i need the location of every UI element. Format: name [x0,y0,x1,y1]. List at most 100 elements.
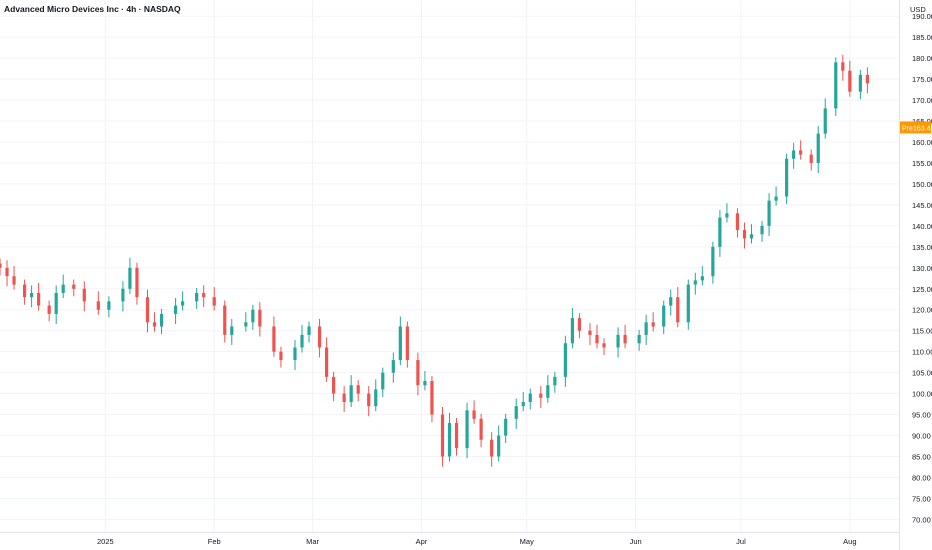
candle-body[interactable] [258,309,262,327]
candle-body[interactable] [159,313,164,327]
candle-body[interactable] [637,334,641,344]
candle-body[interactable] [82,288,86,302]
candle-body[interactable] [623,334,627,344]
candle-body[interactable] [430,381,434,415]
candle-body[interactable] [848,70,852,92]
candle-body[interactable] [834,62,838,109]
candle-body[interactable] [293,347,297,361]
candle-body[interactable] [356,385,360,394]
candle-body[interactable] [447,422,452,457]
candle-body[interactable] [693,280,697,285]
candle-body[interactable] [521,402,525,407]
candle-body[interactable] [816,133,820,163]
candle-body[interactable] [317,326,322,348]
candle-body[interactable] [212,297,216,306]
candle-body[interactable] [718,217,722,247]
candle-body[interactable] [135,267,139,298]
candle-body[interactable] [202,292,206,298]
candle-body[interactable] [223,305,227,335]
candle-body[interactable] [504,418,508,436]
candle-body[interactable] [300,334,304,348]
candle-body[interactable] [490,439,494,457]
candle-body[interactable] [54,292,58,314]
candle-body[interactable] [644,322,648,335]
candle-body[interactable] [760,225,764,235]
candle-body[interactable] [391,360,395,373]
candle-body[interactable] [588,330,592,335]
candle-body[interactable] [152,322,157,327]
candle-body[interactable] [767,200,771,226]
candle-body[interactable] [774,196,778,201]
candle-body[interactable] [472,410,476,419]
candle-body[interactable] [742,230,747,239]
candle-body[interactable] [563,343,567,377]
candle-body[interactable] [841,62,845,71]
candle-body[interactable] [577,318,582,331]
candle-body[interactable] [799,150,803,155]
candle-body[interactable] [725,213,729,218]
candle-body[interactable] [570,318,575,344]
candle-body[interactable] [823,108,827,134]
candle-body[interactable] [272,326,276,352]
candle-body[interactable] [12,276,16,285]
candle-body[interactable] [367,393,371,407]
candle-body[interactable] [173,305,178,314]
candle-body[interactable] [47,305,51,314]
candle-body[interactable] [251,309,255,323]
candle-body[interactable] [595,334,599,344]
candle-body[interactable] [128,267,132,289]
candle-body[interactable] [676,297,680,323]
candle-body[interactable] [195,292,199,302]
candle-body[interactable] [711,246,715,277]
candle-body[interactable] [0,263,2,268]
candle-body[interactable] [349,385,353,402]
candle-body[interactable] [616,334,620,348]
candle-body[interactable] [651,322,655,327]
candle-body[interactable] [792,150,796,159]
candle-body[interactable] [279,351,283,361]
candle-body[interactable] [381,372,385,390]
candle-body[interactable] [514,406,518,419]
candle-body[interactable] [686,284,690,323]
candle-body[interactable] [440,414,445,457]
candle-body[interactable] [121,288,125,302]
candle-body[interactable] [735,213,740,231]
candle-body[interactable] [5,267,9,277]
candle-body[interactable] [553,376,557,386]
candle-body[interactable] [669,297,673,306]
candle-body[interactable] [332,376,336,394]
candle-body[interactable] [324,347,329,377]
candle-body[interactable] [785,158,789,197]
candle-body[interactable] [809,154,813,163]
candle-body[interactable] [342,393,346,402]
candle-body[interactable] [96,301,100,310]
candle-body[interactable] [858,74,862,92]
candle-body[interactable] [145,297,150,323]
candle-body[interactable] [454,422,459,449]
candle-body[interactable] [244,322,248,327]
candle-body[interactable] [662,305,666,327]
candle-body[interactable] [374,389,378,407]
candle-body[interactable] [465,410,469,449]
candle-body[interactable] [107,301,111,310]
candle-body[interactable] [405,326,409,361]
candle-body[interactable] [539,393,543,398]
candle-body[interactable] [700,276,704,281]
candle-body[interactable] [423,381,427,386]
candle-body[interactable] [307,326,311,335]
candle-body[interactable] [865,74,869,84]
candle-body[interactable] [602,343,606,348]
candle-body[interactable] [61,284,65,293]
candle-body[interactable] [37,292,41,306]
candle-body[interactable] [749,234,754,239]
candle-body[interactable] [30,292,34,298]
candle-body[interactable] [528,393,532,402]
candle-body[interactable] [230,326,234,335]
candle-body[interactable] [546,385,550,398]
candle-body[interactable] [398,326,402,361]
candle-body[interactable] [22,284,27,298]
candle-body[interactable] [479,418,483,440]
candle-body[interactable] [416,360,420,386]
candle-body[interactable] [181,301,185,306]
